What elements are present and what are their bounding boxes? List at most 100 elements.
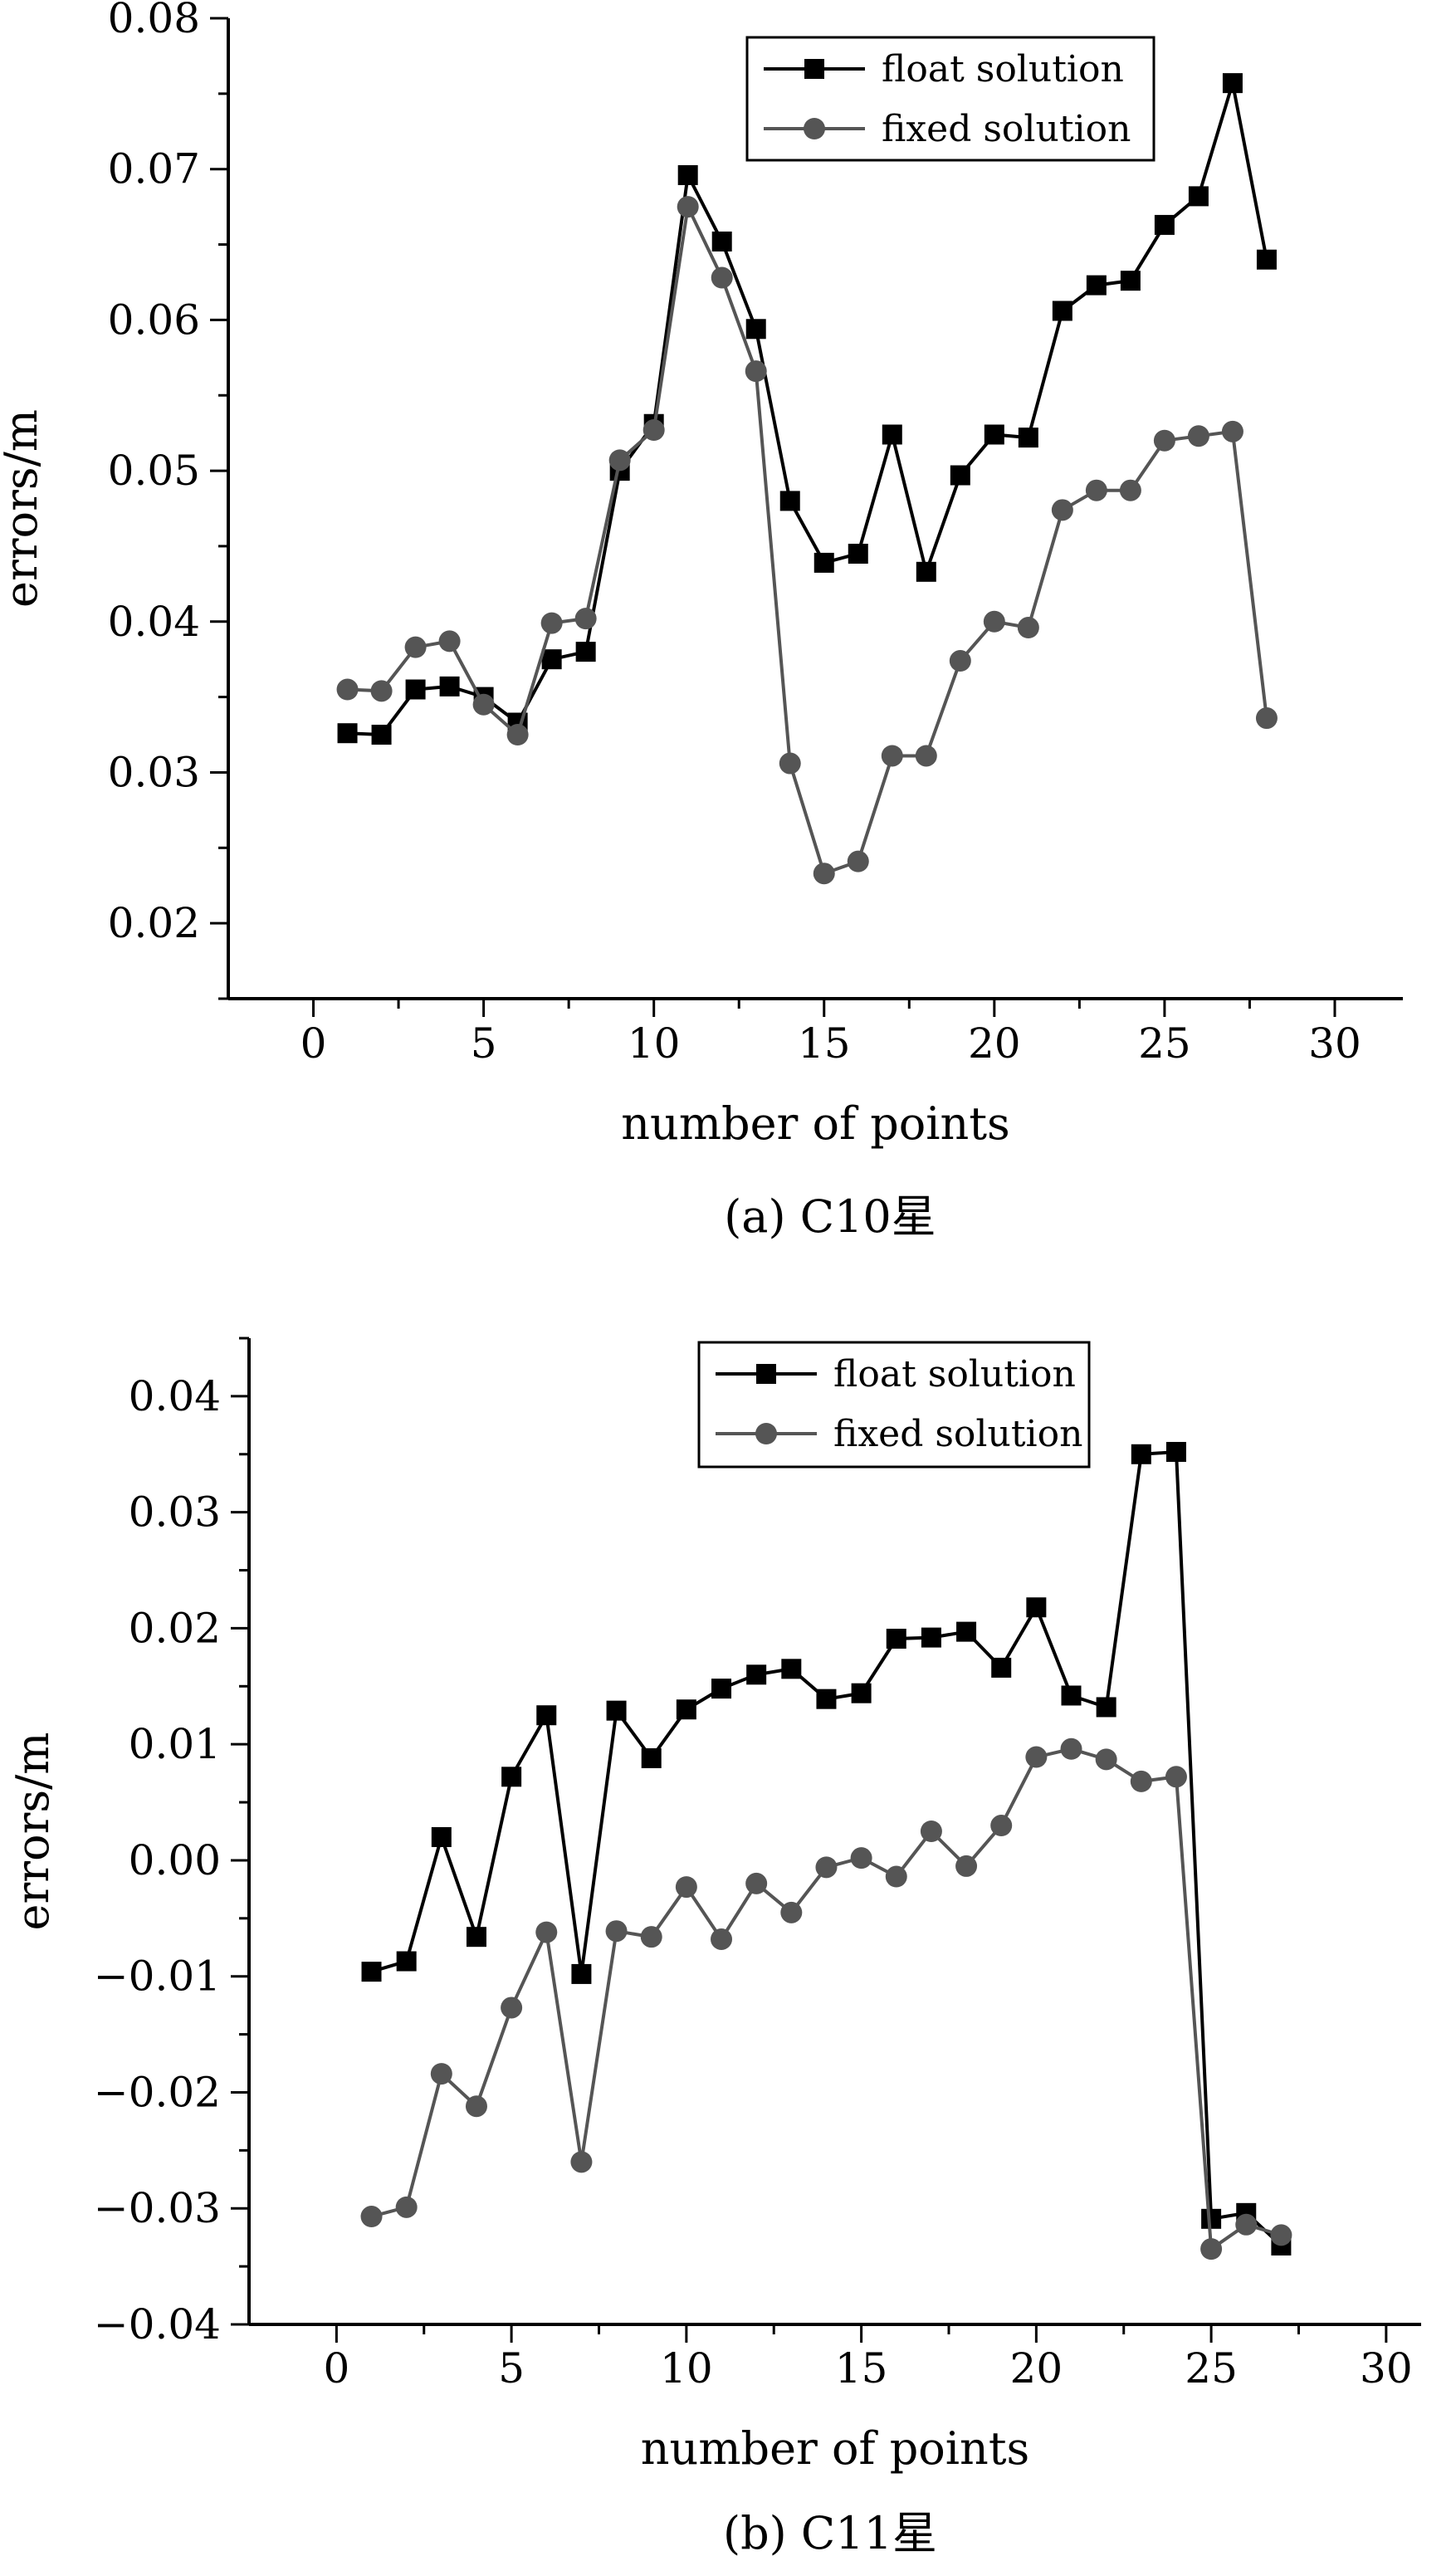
data-point-circle <box>1153 429 1175 452</box>
data-point-square <box>541 649 562 670</box>
legend-label-fixed: fixed solution <box>882 108 1131 150</box>
data-point-circle <box>983 610 1005 633</box>
chart-panel-2: 0 5 10 15 20 25 30 −0.04 −0.03 −0.02 −0.01 0.00 0.01… <box>7 1337 1421 2559</box>
y-tick-label: 0.03 <box>129 1488 221 1537</box>
series-line <box>347 82 1268 737</box>
data-point-square <box>956 1621 977 1642</box>
data-point-square <box>848 544 868 564</box>
y-tick-label: −0.04 <box>94 2300 221 2348</box>
legend: float solution fixed solution <box>697 1341 1091 1469</box>
data-point-circle <box>608 449 631 472</box>
data-point-circle <box>1025 1746 1048 1768</box>
y-axis-title: errors/m <box>0 409 47 608</box>
legend-label-fixed: fixed solution <box>833 1413 1082 1455</box>
legend-marker-square <box>756 1364 776 1384</box>
data-point-circle <box>711 266 733 289</box>
data-point-circle <box>605 1920 628 1943</box>
data-point-circle <box>395 2196 418 2218</box>
data-point-square <box>1165 1441 1186 1462</box>
data-point-square <box>1026 1597 1047 1618</box>
data-point-circle <box>642 419 665 442</box>
data-point-square <box>991 1657 1012 1678</box>
data-point-square <box>1222 73 1243 94</box>
data-point-square <box>1096 1697 1116 1718</box>
data-point-circle <box>1235 2213 1258 2236</box>
data-point-circle <box>1095 1748 1117 1771</box>
data-point-circle <box>850 1847 872 1869</box>
data-point-square <box>405 679 426 700</box>
data-point-circle <box>745 1872 768 1894</box>
data-point-square <box>779 491 800 511</box>
legend-box <box>745 36 1156 162</box>
data-point-circle <box>990 1815 1013 1837</box>
y-tick-label: 0.02 <box>129 1604 221 1652</box>
legend-box <box>697 1341 1091 1469</box>
x-tick-label: 30 <box>1360 2344 1413 2392</box>
data-point-square <box>814 552 834 573</box>
x-axis-title: number of points <box>641 2422 1029 2475</box>
data-point-circle <box>1119 479 1141 501</box>
series-line <box>370 1449 1283 2247</box>
data-point-square <box>711 231 732 252</box>
legend-marker-circle <box>755 1423 777 1444</box>
data-point-circle <box>1221 420 1243 442</box>
legend-marker-circle <box>804 118 825 139</box>
data-point-square <box>882 424 902 445</box>
data-point-circle <box>1017 617 1039 639</box>
data-point-circle <box>711 1928 733 1950</box>
data-point-circle <box>920 1821 942 1842</box>
legend-label-float: float solution <box>882 48 1124 90</box>
data-point-circle <box>915 745 937 767</box>
data-point-square <box>921 1627 941 1648</box>
y-tick-label: 0.03 <box>108 748 200 796</box>
x-tick-label: 25 <box>1138 1019 1191 1068</box>
data-point-square <box>950 465 970 486</box>
data-point-circle <box>847 850 869 872</box>
data-point-circle <box>430 2063 452 2085</box>
x-tick-label: 0 <box>323 2344 349 2392</box>
data-point-circle <box>1165 1766 1187 1788</box>
data-point-square <box>676 1699 696 1720</box>
x-tick-label: 0 <box>300 1019 327 1068</box>
y-tick-label: 0.08 <box>108 0 200 42</box>
data-point-square <box>886 1628 906 1649</box>
data-point-square <box>606 1700 627 1721</box>
data-point-circle <box>540 612 563 634</box>
data-point-square <box>575 642 596 662</box>
data-point-square <box>337 723 358 744</box>
data-point-square <box>711 1679 732 1699</box>
data-point-circle <box>885 1865 907 1888</box>
y-tick-label: −0.02 <box>94 2068 221 2116</box>
x-axis-title: number of points <box>621 1097 1009 1150</box>
data-point-circle <box>1060 1737 1082 1760</box>
x-tick-label: 20 <box>1010 2344 1063 2392</box>
data-point-square <box>1131 1444 1151 1464</box>
data-point-square <box>984 424 1004 445</box>
y-tick-label: 0.04 <box>129 1372 221 1420</box>
data-point-square <box>1086 275 1107 296</box>
data-point-circle <box>370 680 393 702</box>
legend-marker-square <box>804 59 824 79</box>
x-tick-label: 5 <box>471 1019 497 1068</box>
data-point-square <box>641 1747 662 1768</box>
x-tick-label: 5 <box>498 2344 525 2392</box>
data-point-square <box>781 1659 802 1679</box>
data-point-square <box>1188 186 1209 207</box>
data-point-circle <box>640 1926 662 1948</box>
data-point-square <box>1154 214 1175 235</box>
series-float <box>337 73 1277 745</box>
data-point-circle <box>336 678 359 701</box>
y-tick-label: 0.02 <box>108 899 200 947</box>
data-point-circle <box>779 752 801 775</box>
series-line <box>347 201 1268 876</box>
x-tick-label: 30 <box>1308 1019 1361 1068</box>
x-tick-label: 20 <box>968 1019 1021 1068</box>
data-point-square <box>431 1826 452 1847</box>
series-float <box>361 1441 1292 2256</box>
data-point-circle <box>949 650 971 672</box>
data-point-circle <box>472 693 495 716</box>
y-axis-title: errors/m <box>7 1732 59 1930</box>
data-point-square <box>745 319 766 340</box>
data-point-circle <box>570 2151 593 2173</box>
data-point-square <box>677 164 698 185</box>
